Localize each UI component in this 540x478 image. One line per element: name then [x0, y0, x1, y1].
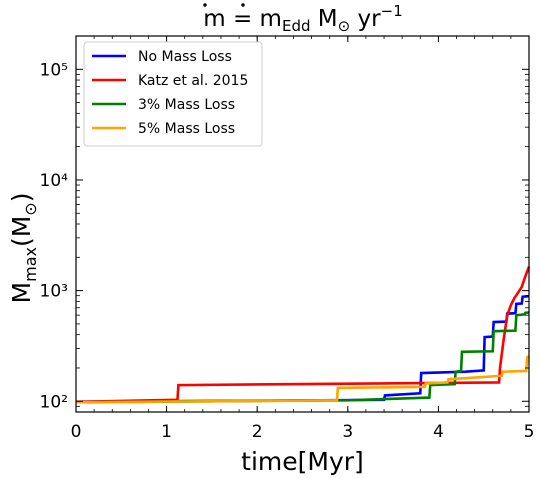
y-axis-ticks: 10² 10³ 10⁴ 10⁵: [40, 35, 529, 413]
svg-text:m = mEdd M⊙ yr−1: m = mEdd M⊙ yr−1: [203, 2, 403, 35]
series-line-katz-et-al-2015: [75, 266, 531, 404]
y-tick-label: 10³: [40, 282, 68, 302]
series-line-3-mass-loss: [75, 311, 530, 404]
svg-text:Mmax(M⊙): Mmax(M⊙): [7, 193, 40, 304]
legend-label: Katz et al. 2015: [138, 73, 248, 89]
legend-box: [83, 41, 263, 147]
x-axis-ticks: 0 1 2 3 4 5: [71, 36, 535, 442]
legend-label: 5% Mass Loss: [138, 121, 235, 137]
x-tick-label: 3: [342, 422, 353, 442]
chart-title: m = mEdd M⊙ yr−1: [203, 2, 403, 35]
x-tick-label: 5: [524, 422, 535, 442]
x-tick-label: 2: [252, 422, 263, 442]
legend-label: 3% Mass Loss: [138, 97, 235, 113]
x-tick-label: 0: [71, 422, 82, 442]
x-tick-label: 1: [161, 422, 172, 442]
y-tick-label: 10²: [40, 392, 68, 412]
x-axis-label: time[Myr]: [241, 447, 364, 476]
y-tick-label: 10⁴: [40, 171, 69, 191]
legend: No Mass Loss Katz et al. 2015 3% Mass Loss…: [83, 41, 263, 147]
legend-label: No Mass Loss: [138, 49, 232, 65]
series-line-no-mass-loss: [75, 294, 530, 404]
series-line-5-mass-loss: [75, 355, 530, 404]
x-tick-label: 4: [433, 422, 444, 442]
y-axis-label: Mmax(M⊙): [7, 193, 40, 304]
series-layer: [75, 266, 531, 404]
y-tick-label: 10⁵: [40, 60, 68, 80]
